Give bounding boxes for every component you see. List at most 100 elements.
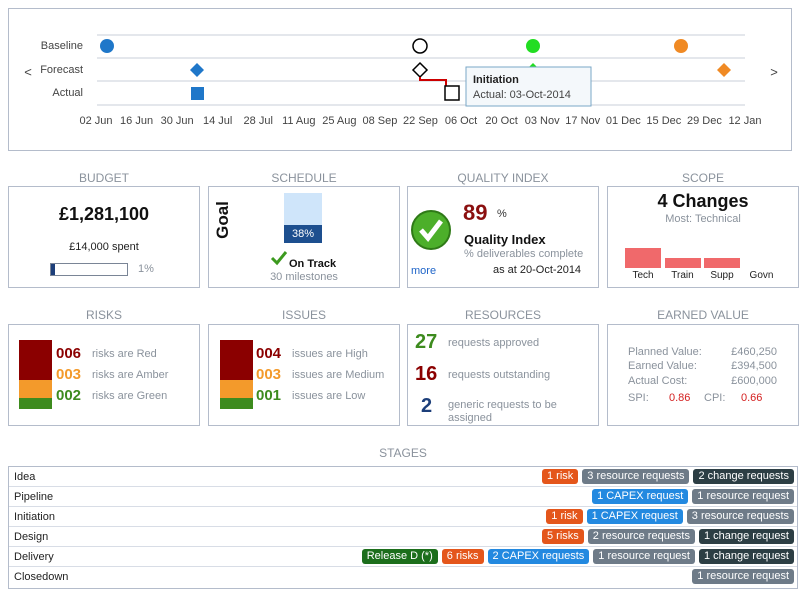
row-label: Forecast bbox=[40, 64, 83, 76]
more-link[interactable]: more bbox=[411, 265, 437, 277]
badges: 5 risks 2 resource requests 1 change reque… bbox=[541, 529, 794, 544]
date-label: 02 Jun bbox=[79, 115, 112, 127]
badge[interactable]: 3 resource requests bbox=[582, 469, 690, 484]
badge[interactable]: 3 resource requests bbox=[686, 509, 794, 524]
panel-title: EARNED VALUE bbox=[657, 308, 749, 322]
baseline-marker[interactable] bbox=[100, 39, 114, 53]
scope-bar bbox=[704, 258, 740, 268]
badges: 1 resource request bbox=[692, 569, 794, 584]
date-label: 29 Dec bbox=[687, 115, 722, 127]
date-label: 11 Aug bbox=[282, 115, 315, 127]
next-button[interactable]: > bbox=[770, 64, 778, 79]
badge[interactable]: 1 CAPEX request bbox=[586, 509, 683, 524]
date-label: 03 Nov bbox=[525, 115, 560, 127]
goal-label: Goal bbox=[212, 201, 232, 239]
badge[interactable]: 1 risk bbox=[541, 469, 579, 484]
forecast-marker[interactable] bbox=[190, 63, 204, 77]
earned-panel bbox=[607, 324, 799, 426]
stage-row: Initiation 1 risk 1 CAPEX request 3 resourc… bbox=[9, 507, 797, 527]
panel-title: SCOPE bbox=[681, 171, 724, 185]
ev-value: £394,500 bbox=[731, 360, 777, 372]
timeline: Initiation Actual: 03-Oct-2014 < > Basel… bbox=[24, 34, 778, 127]
ev-label: Actual Cost: bbox=[628, 375, 688, 387]
badge[interactable]: 1 resource request bbox=[593, 549, 695, 564]
date-label: 15 Dec bbox=[646, 115, 681, 127]
resource-text: generic requests to be assigned bbox=[448, 399, 557, 424]
date-label: 08 Sep bbox=[362, 115, 397, 127]
badge[interactable]: 2 resource requests bbox=[587, 529, 695, 544]
rag-text: risks are Green bbox=[92, 390, 168, 402]
cpi-value: 0.66 bbox=[741, 392, 763, 404]
badge[interactable]: 6 risks bbox=[441, 549, 484, 564]
actual-marker[interactable] bbox=[444, 85, 460, 101]
badge[interactable]: 2 change requests bbox=[693, 469, 794, 484]
scope-most: Most: Technical bbox=[665, 213, 741, 225]
prev-button[interactable]: < bbox=[24, 64, 32, 79]
baseline-marker[interactable] bbox=[526, 39, 540, 53]
badge[interactable]: 1 CAPEX request bbox=[592, 489, 689, 504]
stage-name: Design bbox=[14, 531, 49, 543]
row-label: Actual bbox=[52, 87, 83, 99]
date-label: 30 Jun bbox=[161, 115, 194, 127]
rag-block bbox=[19, 380, 52, 398]
stage-row: Idea 1 risk 3 resource requests 2 change re… bbox=[9, 467, 797, 487]
resource-text: requests outstanding bbox=[448, 369, 551, 381]
progress-fill bbox=[51, 264, 55, 275]
badge[interactable]: 2 CAPEX requests bbox=[487, 549, 590, 564]
badge[interactable]: 1 change request bbox=[698, 529, 794, 544]
stage-name: Pipeline bbox=[14, 491, 54, 503]
date-label: 12 Jan bbox=[728, 115, 761, 127]
forecast-marker[interactable] bbox=[411, 61, 429, 79]
stage-name: Closedown bbox=[14, 571, 69, 583]
rag-text: issues are Low bbox=[292, 390, 366, 402]
stages-table: Idea 1 risk 3 resource requests 2 change re… bbox=[8, 466, 798, 589]
badge[interactable]: 1 resource request bbox=[692, 569, 794, 584]
date-label: 01 Dec bbox=[606, 115, 641, 127]
badges: 1 CAPEX request 1 resource request bbox=[592, 489, 794, 504]
scope-bar bbox=[625, 248, 661, 268]
scope-label: Supp bbox=[710, 270, 734, 281]
quality-caption: % deliverables complete bbox=[464, 248, 584, 260]
tooltip-text: Actual: 03-Oct-2014 bbox=[473, 89, 571, 101]
stage-name: Delivery bbox=[14, 551, 54, 563]
rag-count: 003 bbox=[256, 366, 282, 383]
ev-label: Earned Value: bbox=[628, 360, 697, 372]
forecast-marker[interactable] bbox=[717, 63, 731, 77]
check bbox=[270, 251, 288, 266]
schedule-status: On Track bbox=[289, 258, 337, 270]
badge[interactable]: Release D (*) bbox=[361, 549, 438, 564]
slip-line bbox=[419, 77, 447, 87]
baseline-marker[interactable] bbox=[412, 38, 428, 54]
budget-progress bbox=[50, 263, 128, 276]
resource-text: requests approved bbox=[448, 337, 540, 349]
scope-label: Govn bbox=[749, 270, 774, 281]
icon-check bbox=[419, 219, 443, 242]
badge[interactable]: 5 risks bbox=[541, 529, 584, 544]
actual-marker[interactable] bbox=[191, 87, 204, 100]
stage-row: Delivery Release D (*) 6 risks 2 CAPEX requ… bbox=[9, 547, 797, 567]
resource-count: 2 bbox=[421, 395, 433, 417]
date-label: 17 Nov bbox=[565, 115, 600, 127]
badge[interactable]: 1 risk bbox=[546, 509, 583, 524]
badge[interactable]: 1 change request bbox=[698, 549, 794, 564]
rag-text: issues are Medium bbox=[292, 369, 385, 381]
rag-text: risks are Red bbox=[92, 348, 157, 360]
stage-row: Pipeline 1 CAPEX request 1 resource reques… bbox=[9, 487, 797, 507]
date-label: 14 Jul bbox=[203, 115, 232, 127]
badges: Release D (*) 6 risks 2 CAPEX requests 1 re… bbox=[361, 549, 794, 564]
row-label: Baseline bbox=[41, 40, 83, 52]
quality-value: 89 bbox=[463, 200, 488, 225]
scope-panel bbox=[607, 186, 799, 288]
cpi-label: CPI: bbox=[704, 392, 726, 404]
spi-value: 0.86 bbox=[669, 392, 691, 404]
scope-label: Train bbox=[671, 270, 694, 281]
rag-text: risks are Amber bbox=[92, 369, 169, 381]
resource-count: 27 bbox=[415, 331, 438, 353]
ev-value: £600,000 bbox=[731, 375, 777, 387]
budget-panel bbox=[8, 186, 200, 288]
badge[interactable]: 1 resource request bbox=[692, 489, 794, 504]
baseline-marker[interactable] bbox=[674, 39, 688, 53]
rag-block bbox=[220, 340, 253, 380]
panel-title: BUDGET bbox=[78, 171, 129, 185]
